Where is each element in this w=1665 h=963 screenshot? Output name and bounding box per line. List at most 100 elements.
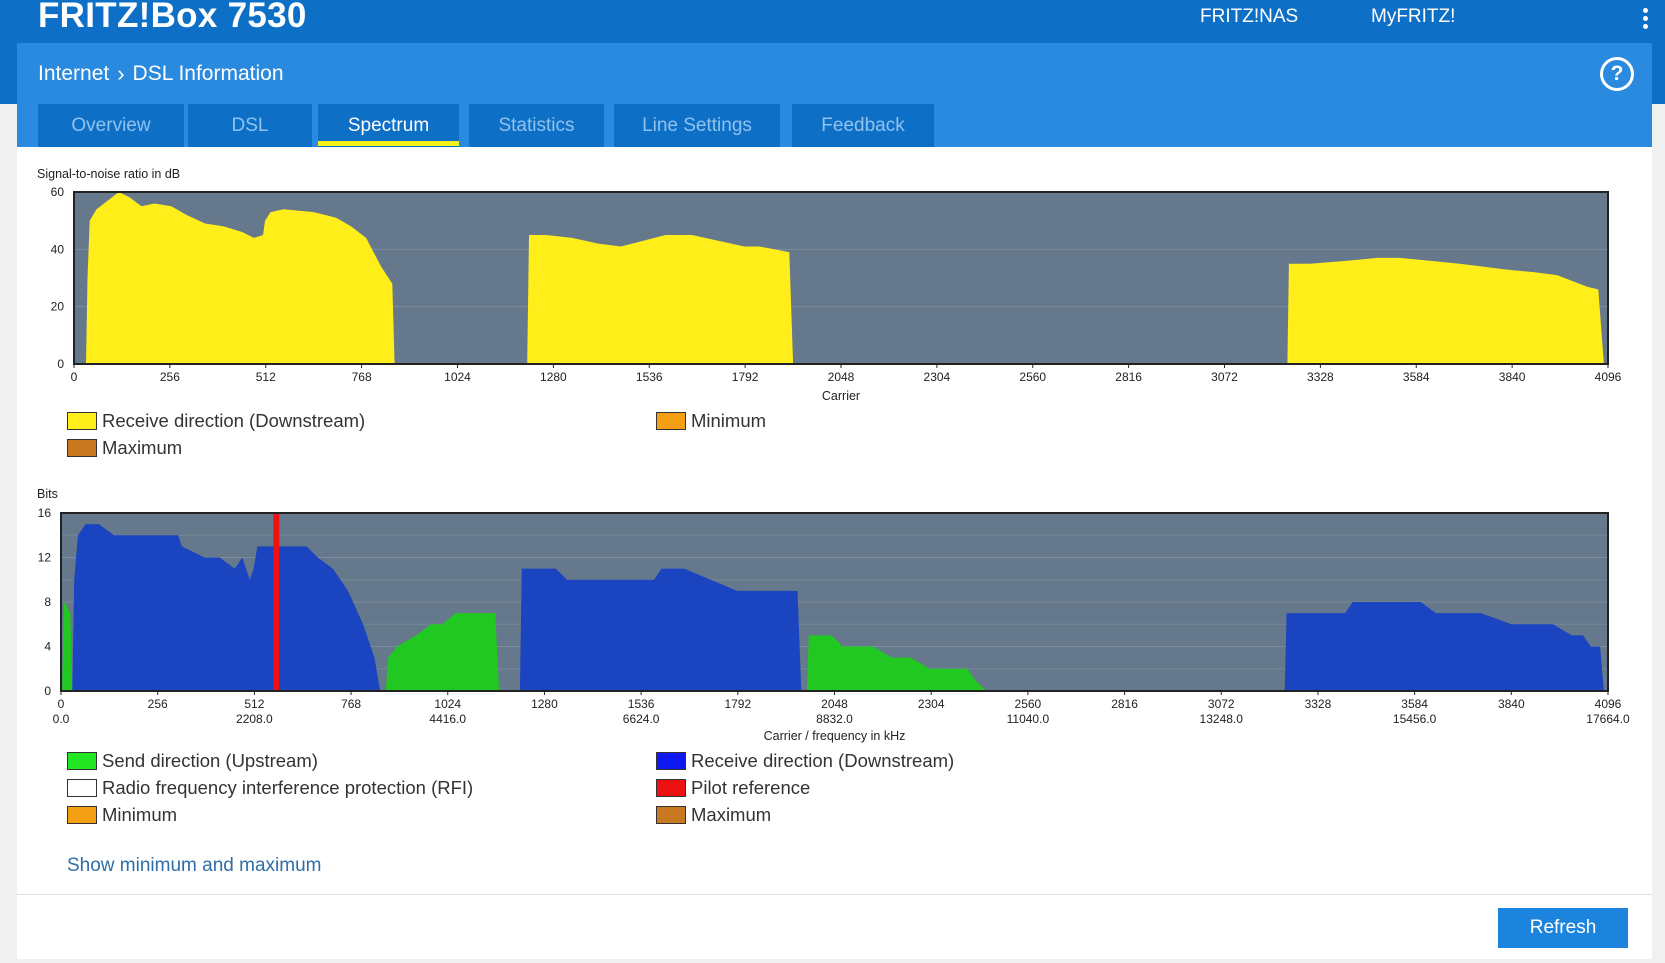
x-tick-label: 3328	[1307, 370, 1334, 384]
help-icon[interactable]: ?	[1600, 57, 1634, 91]
y-tick-label: 60	[51, 185, 65, 199]
legend-swatch	[67, 752, 97, 770]
y-tick-label: 20	[51, 300, 65, 314]
x-axis-title: Carrier	[822, 389, 860, 403]
x-tick-label: 1024	[444, 370, 471, 384]
x-tick-label: 1792	[732, 370, 759, 384]
x-tick-label: 3072	[1211, 370, 1238, 384]
legend-bits-rfi: Radio frequency interference protection …	[67, 777, 473, 799]
fritz-nas-link[interactable]: FRITZ!NAS	[1200, 6, 1299, 27]
y-tick-label: 4	[44, 640, 51, 654]
snr-area	[1287, 257, 1604, 364]
show-min-max-link[interactable]: Show minimum and maximum	[67, 855, 322, 876]
x-tick-label: 4096	[1595, 697, 1622, 711]
x-tick-label: 1280	[531, 697, 558, 711]
x-tick-label: 768	[341, 697, 361, 711]
x-tick-label: 256	[160, 370, 180, 384]
x-tick-label: 2304	[918, 697, 945, 711]
legend-swatch	[656, 412, 686, 430]
legend-swatch	[67, 412, 97, 430]
x-tick-label: 1536	[636, 370, 663, 384]
legend-label: Send direction (Upstream)	[102, 750, 318, 771]
x-tick-label: 2560	[1015, 697, 1042, 711]
breadcrumb-section[interactable]: Internet	[38, 62, 110, 85]
brand-title[interactable]: FRITZ!Box 7530	[38, 0, 307, 35]
frequency-tick-label: 17664.0	[1586, 712, 1630, 726]
legend-label: Maximum	[102, 437, 183, 458]
tab-statistics[interactable]: Statistics	[469, 104, 604, 147]
legend-label: Pilot reference	[691, 777, 811, 798]
x-tick-label: 3584	[1401, 697, 1428, 711]
x-axis-title: Carrier / frequency in kHz	[764, 729, 906, 743]
downstream-area	[1284, 602, 1604, 691]
y-tick-label: 0	[57, 357, 64, 371]
downstream-area	[72, 524, 381, 691]
y-tick-label: 16	[38, 506, 52, 520]
y-tick-label: 8	[44, 595, 51, 609]
x-tick-label: 1024	[434, 697, 461, 711]
panel-header: Internet › DSL Information ? Overview DS…	[17, 43, 1652, 147]
tab-line-settings[interactable]: Line Settings	[614, 104, 780, 147]
legend-label: Maximum	[691, 804, 772, 825]
x-tick-label: 1792	[724, 697, 751, 711]
kebab-menu-icon[interactable]	[1643, 8, 1649, 32]
y-tick-label: 0	[44, 684, 51, 698]
x-tick-label: 768	[352, 370, 372, 384]
legend-label: Minimum	[102, 804, 178, 825]
pilot-reference-line	[273, 513, 280, 691]
x-tick-label: 2816	[1115, 370, 1142, 384]
y-axis-title: Bits	[37, 487, 58, 501]
upstream-area	[806, 635, 987, 691]
tab-dsl[interactable]: DSL	[188, 104, 312, 147]
legend-label: Minimum	[691, 410, 767, 431]
legend-snr-downstream: Receive direction (Downstream)	[67, 410, 365, 432]
legend-swatch	[656, 779, 686, 797]
x-tick-label: 2048	[821, 697, 848, 711]
legend-swatch	[656, 806, 686, 824]
snr-area	[527, 235, 794, 364]
x-tick-label: 3072	[1208, 697, 1235, 711]
x-tick-label: 256	[148, 697, 168, 711]
y-axis-title: Signal-to-noise ratio in dB	[37, 167, 180, 181]
legend-swatch	[67, 806, 97, 824]
frequency-tick-label: 11040.0	[1007, 712, 1050, 726]
legend-label: Radio frequency interference protection …	[102, 777, 474, 798]
tab-feedback[interactable]: Feedback	[792, 104, 934, 147]
legend-bits-maximum: Maximum	[656, 804, 771, 826]
legend-bits-pilot: Pilot reference	[656, 777, 810, 799]
legend-snr-minimum: Minimum	[656, 410, 766, 432]
legend-snr-maximum: Maximum	[67, 437, 182, 459]
x-tick-label: 3584	[1403, 370, 1430, 384]
x-tick-label: 1280	[540, 370, 567, 384]
x-tick-label: 1536	[628, 697, 655, 711]
frequency-tick-label: 6624.0	[623, 712, 660, 726]
x-tick-label: 0	[58, 697, 65, 711]
legend-swatch	[656, 752, 686, 770]
frequency-tick-label: 2208.0	[236, 712, 273, 726]
x-tick-label: 4096	[1595, 370, 1622, 384]
chevron-right-icon: ›	[117, 61, 125, 86]
tab-spectrum[interactable]: Spectrum	[318, 104, 459, 147]
frequency-tick-label: 4416.0	[429, 712, 466, 726]
x-tick-label: 512	[256, 370, 276, 384]
tab-overview[interactable]: Overview	[38, 104, 184, 147]
frequency-tick-label: 0.0	[53, 712, 70, 726]
myfritz-link[interactable]: MyFRITZ!	[1371, 6, 1456, 27]
legend-swatch	[67, 439, 97, 457]
x-tick-label: 3328	[1305, 697, 1332, 711]
breadcrumb: Internet › DSL Information	[38, 61, 284, 87]
legend-label: Receive direction (Downstream)	[691, 750, 955, 771]
legend-label: Receive direction (Downstream)	[102, 410, 366, 431]
x-tick-label: 2816	[1111, 697, 1138, 711]
refresh-button[interactable]: Refresh	[1498, 908, 1628, 948]
legend-swatch	[67, 779, 97, 797]
downstream-area	[519, 568, 802, 691]
frequency-tick-label: 8832.0	[816, 712, 853, 726]
frequency-tick-label: 15456.0	[1393, 712, 1437, 726]
x-tick-label: 2304	[924, 370, 951, 384]
upstream-area	[62, 602, 73, 691]
x-tick-label: 3840	[1498, 697, 1525, 711]
x-tick-label: 2048	[828, 370, 855, 384]
legend-bits-minimum: Minimum	[67, 804, 177, 826]
